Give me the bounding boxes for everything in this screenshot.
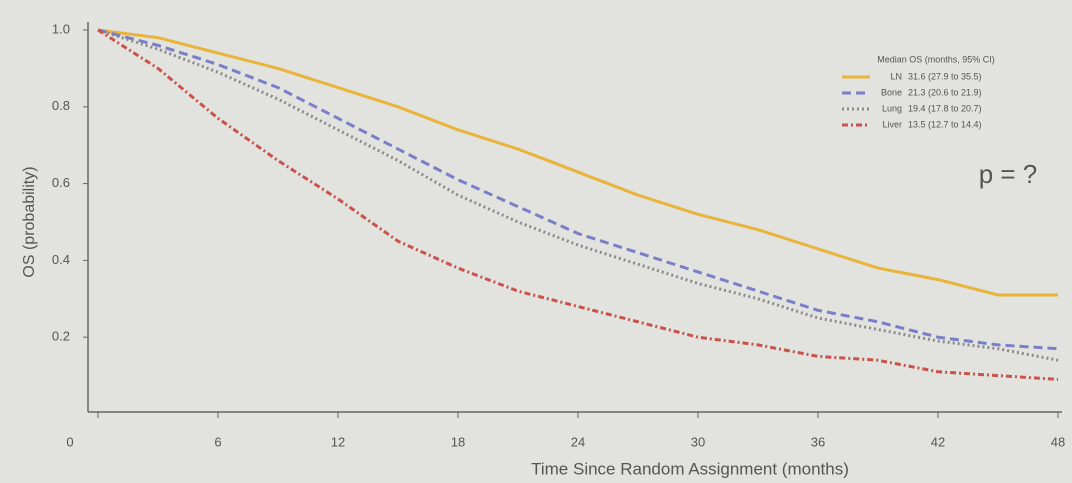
y-tick-label: 0.8 — [52, 98, 70, 113]
x-tick-label: 42 — [931, 434, 945, 449]
x-tick-label: 24 — [571, 434, 585, 449]
legend-median: 21.3 (20.6 to 21.9) — [908, 87, 982, 97]
y-tick-label: 1.0 — [52, 21, 70, 36]
legend-median: 31.6 (27.9 to 35.5) — [908, 71, 982, 81]
x-tick-label: 18 — [451, 434, 465, 449]
legend-median: 19.4 (17.8 to 20.7) — [908, 103, 982, 113]
x-tick-label: 30 — [691, 434, 705, 449]
legend-label: LN — [890, 71, 902, 81]
legend-median: 13.5 (12.7 to 14.4) — [908, 119, 982, 129]
series-line — [97, 28, 1059, 362]
x-tick-label: 6 — [214, 434, 221, 449]
series-line — [97, 28, 1058, 297]
legend-title: Median OS (months, 95% CI) — [877, 54, 995, 64]
x-tick-label: 12 — [331, 434, 345, 449]
x-tick-label: 48 — [1051, 434, 1065, 449]
y-axis-label: OS (probability) — [21, 166, 38, 277]
y-tick-label: 0.6 — [52, 175, 70, 190]
x-tick-label: 36 — [811, 434, 825, 449]
legend-label: Bone — [881, 87, 902, 97]
x-axis-label: Time Since Random Assignment (months) — [531, 459, 849, 478]
series-line — [97, 28, 1059, 351]
legend-label: Lung — [882, 103, 902, 113]
annotation: p = ? — [979, 159, 1038, 189]
legend-label: Liver — [882, 119, 902, 129]
x-tick-label: 0 — [66, 434, 73, 449]
y-tick-label: 0.2 — [52, 329, 70, 344]
y-tick-label: 0.4 — [52, 252, 70, 267]
series-line — [97, 28, 1059, 381]
